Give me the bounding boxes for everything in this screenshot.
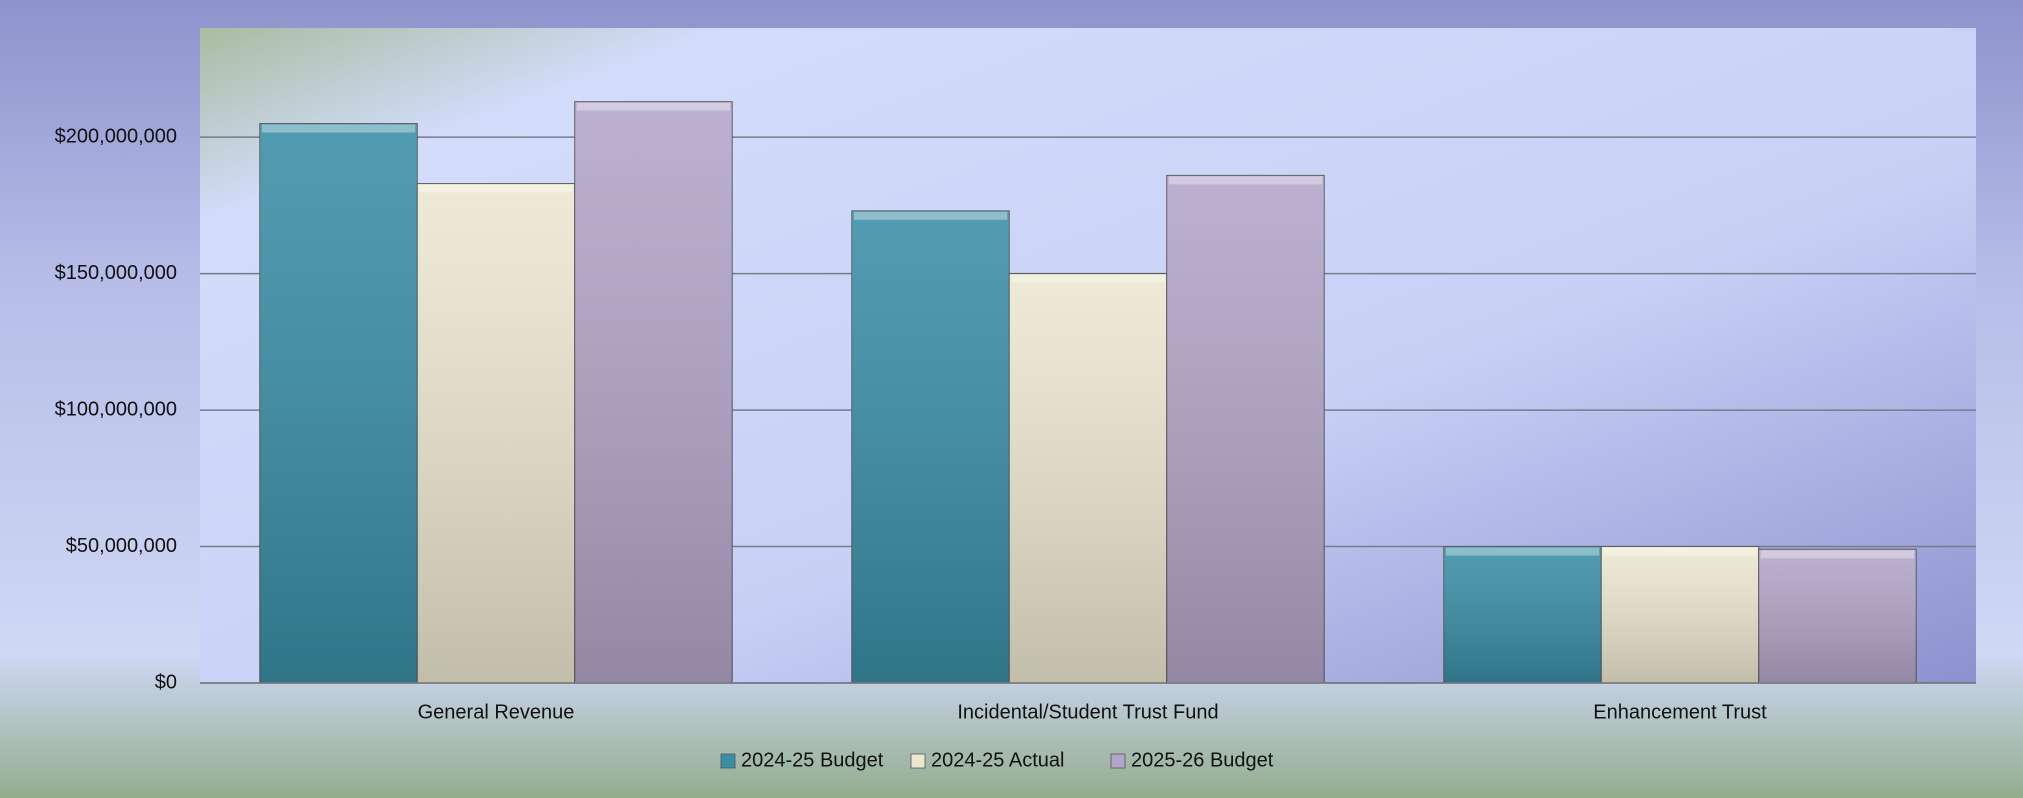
- bar-bevel: [419, 184, 573, 193]
- x-tick-label: Incidental/Student Trust Fund: [957, 701, 1218, 723]
- y-tick-label: $0: [155, 671, 177, 693]
- bar-bevel: [1760, 550, 1915, 559]
- bar-shade: [851, 210, 1010, 683]
- y-tick-label: $150,000,000: [55, 262, 177, 284]
- y-tick-label: $100,000,000: [55, 398, 177, 420]
- x-tick-label: Enhancement Trust: [1593, 701, 1767, 723]
- bar-shade: [259, 123, 418, 684]
- bar-bevel: [1011, 274, 1165, 283]
- legend-label: 2024-25 Actual: [931, 749, 1064, 771]
- bar-shade: [1166, 175, 1325, 683]
- bar-shade: [1009, 273, 1167, 683]
- legend-swatch: [910, 753, 926, 769]
- legend-label: 2024-25 Budget: [741, 749, 884, 771]
- x-tick-label: General Revenue: [418, 701, 575, 723]
- legend-label: 2025-26 Budget: [1131, 749, 1274, 771]
- bar-bevel: [261, 124, 416, 133]
- bar-shade: [1758, 549, 1917, 683]
- bar-bevel: [1603, 547, 1757, 556]
- bar-bevel: [1445, 547, 1600, 556]
- bar-shade: [417, 183, 575, 683]
- bar-shade: [1601, 546, 1759, 683]
- y-tick-label: $200,000,000: [55, 125, 177, 147]
- legend-swatch: [1110, 753, 1126, 769]
- y-tick-label: $50,000,000: [66, 535, 177, 557]
- bar-bevel: [853, 211, 1008, 220]
- bar-bevel: [1168, 176, 1323, 185]
- bar-shade: [574, 101, 733, 683]
- bar-shade: [1443, 546, 1602, 683]
- bar-bevel: [576, 102, 731, 111]
- legend-swatch: [720, 753, 736, 769]
